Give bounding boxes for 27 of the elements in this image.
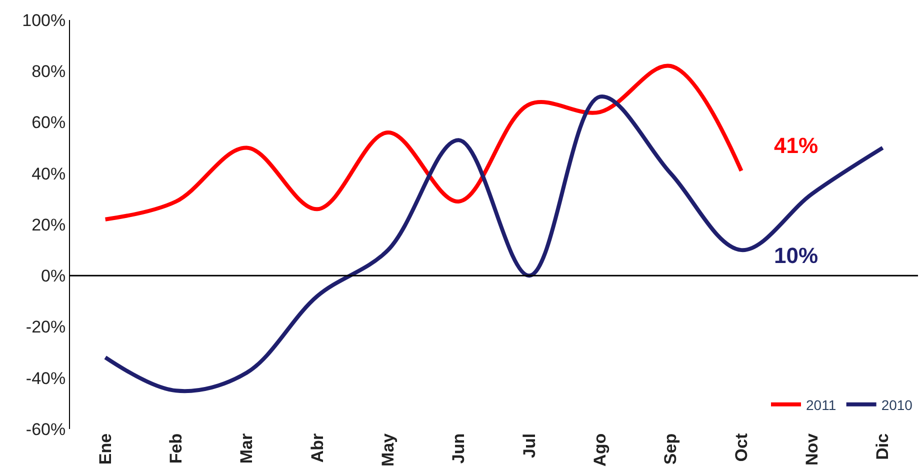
x-tick-label: Oct (732, 433, 751, 462)
legend-label: 2010 (881, 396, 913, 413)
y-tick-label: 20% (32, 215, 66, 234)
x-tick-label: Feb (166, 433, 186, 464)
x-tick-label: Ago (590, 433, 610, 466)
y-tick-label: 40% (32, 164, 66, 184)
x-tick-label: Mar (237, 433, 256, 464)
y-tick-label: 100% (22, 10, 66, 30)
y-tick-label: -60% (26, 420, 66, 439)
x-tick-label: Sep (661, 433, 680, 465)
y-tick-label: 60% (32, 113, 66, 132)
x-tick-label: May (378, 432, 398, 466)
line-series (103, 64, 744, 222)
x-tick-label: Abr (308, 433, 327, 463)
line-series (103, 94, 885, 394)
y-tick-label: 80% (32, 62, 66, 82)
x-tick-label: Nov (802, 432, 822, 466)
x-tick-label: Ene (96, 433, 115, 465)
y-tick-label: -20% (26, 318, 66, 337)
x-tick-label: Jul (520, 433, 539, 458)
y-tick-label: 0% (41, 266, 66, 286)
annotation: 41% (774, 133, 818, 158)
y-tick-label: -40% (26, 368, 66, 388)
x-tick-label: Jun (449, 433, 468, 464)
x-tick-label: Dic (873, 433, 892, 460)
legend-label: 2011 (806, 396, 836, 413)
annotation: 10% (774, 243, 818, 268)
